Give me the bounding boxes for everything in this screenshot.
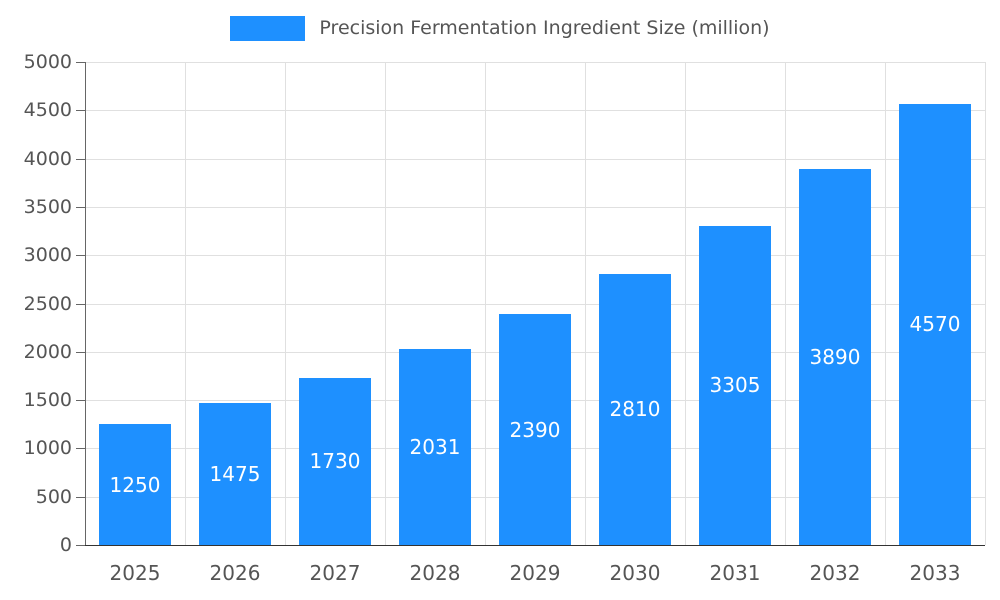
y-tick-label: 4000 bbox=[23, 147, 72, 170]
bar[interactable] bbox=[199, 402, 271, 545]
bar[interactable] bbox=[499, 314, 571, 545]
y-tick-label: 500 bbox=[35, 485, 72, 508]
y-tick-label: 4500 bbox=[23, 99, 72, 122]
x-axis-line bbox=[85, 545, 985, 546]
legend: Precision Fermentation Ingredient Size (… bbox=[0, 14, 1000, 42]
x-tick-label: 2027 bbox=[309, 561, 361, 585]
y-tick-label: 3000 bbox=[23, 244, 72, 267]
x-tick-label: 2025 bbox=[109, 561, 161, 585]
y-axis-tick bbox=[76, 448, 85, 450]
y-tick-label: 2500 bbox=[23, 292, 72, 315]
bar[interactable] bbox=[799, 169, 871, 545]
y-axis-tick bbox=[76, 158, 85, 160]
bar[interactable] bbox=[299, 377, 371, 545]
x-tick-label: 2030 bbox=[609, 561, 661, 585]
x-tick-label: 2028 bbox=[409, 561, 461, 585]
gridline-horizontal bbox=[85, 158, 985, 160]
gridline-horizontal bbox=[85, 303, 985, 305]
y-axis-tick bbox=[76, 62, 85, 63]
y-axis-tick bbox=[76, 110, 85, 112]
y-axis-tick bbox=[76, 545, 85, 546]
bar[interactable] bbox=[399, 348, 471, 545]
x-tick-label: 2033 bbox=[909, 561, 961, 585]
gridline-horizontal bbox=[85, 255, 985, 257]
legend-swatch[interactable] bbox=[230, 15, 306, 41]
y-tick-label: 1000 bbox=[23, 437, 72, 460]
x-tick-label: 2029 bbox=[509, 561, 561, 585]
y-axis-tick bbox=[76, 400, 85, 402]
y-tick-label: 0 bbox=[59, 534, 72, 556]
x-tick-label: 2031 bbox=[709, 561, 761, 585]
y-axis-tick bbox=[76, 303, 85, 305]
y-tick-label: 5000 bbox=[23, 51, 72, 73]
y-tick-label: 1500 bbox=[23, 389, 72, 412]
chart-title: Precision Fermentation Ingredient Size (… bbox=[319, 17, 770, 39]
y-axis-tick bbox=[76, 255, 85, 257]
y-axis-tick bbox=[76, 496, 85, 498]
bar[interactable] bbox=[699, 225, 771, 545]
bar[interactable] bbox=[899, 103, 971, 545]
x-tick-label: 2026 bbox=[209, 561, 261, 585]
y-axis-line bbox=[85, 62, 86, 545]
y-axis-tick bbox=[76, 351, 85, 353]
y-tick-label: 3500 bbox=[23, 195, 72, 218]
gridline-horizontal bbox=[85, 206, 985, 208]
gridline-horizontal bbox=[85, 110, 985, 112]
y-tick-label: 2000 bbox=[23, 340, 72, 363]
bar[interactable] bbox=[99, 424, 171, 545]
gridline-vertical bbox=[985, 62, 986, 545]
gridline-horizontal bbox=[85, 62, 985, 63]
bar[interactable] bbox=[599, 273, 671, 545]
x-tick-label: 2032 bbox=[809, 561, 861, 585]
y-axis-tick bbox=[76, 206, 85, 208]
